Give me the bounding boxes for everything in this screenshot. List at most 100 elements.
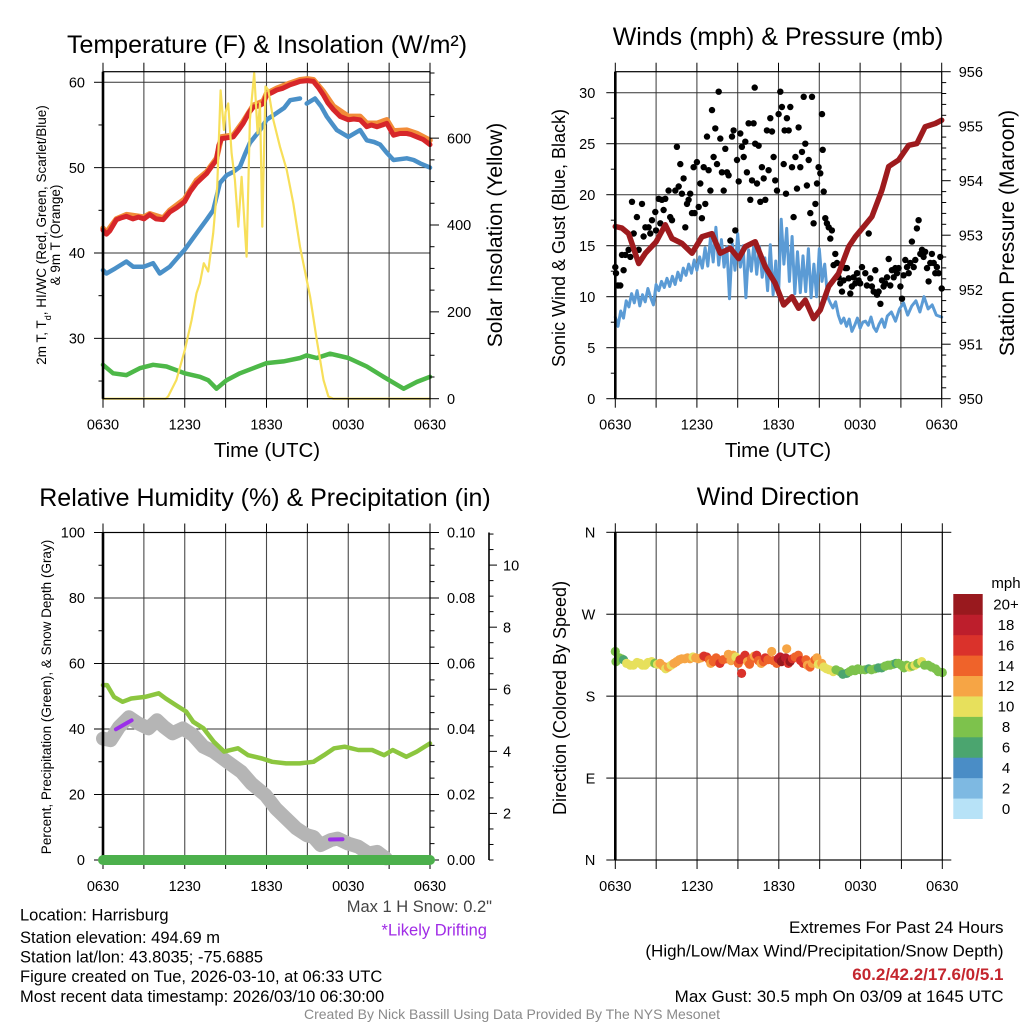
gust-point [662, 195, 669, 202]
right-tick-label: 200 [447, 305, 471, 321]
x-tick-label: 0630 [414, 879, 446, 895]
gust-point [770, 153, 777, 161]
x-tick-label: 0030 [332, 418, 364, 434]
extremes-fields: (High/Low/Max Wind/Precipitation/Snow De… [645, 942, 1003, 961]
relative-humidity-line [100, 682, 433, 766]
left-tick-label: 20 [69, 788, 85, 804]
gust-point [742, 138, 749, 145]
gust-point [913, 225, 921, 232]
left-tick-label: 5 [587, 341, 595, 357]
gust-point [753, 180, 761, 187]
gust-point [788, 164, 796, 171]
gust-point [697, 180, 704, 187]
x-tick-label: 0630 [926, 418, 958, 434]
gust-point [915, 217, 922, 224]
gust-point [840, 277, 847, 284]
gust-point [822, 215, 829, 222]
right-tick-label: 0.06 [447, 657, 475, 673]
gust-point [630, 230, 637, 237]
left-tick-label: 60 [69, 75, 85, 91]
gust-point [922, 248, 929, 255]
colorbar-bin [953, 777, 983, 799]
left-tick-label: N [585, 853, 595, 869]
gust-point [685, 196, 692, 203]
gust-point [708, 106, 716, 114]
gust-point [733, 156, 741, 164]
direction-y-axis-title: Direction (Colored By Speed) [550, 581, 570, 815]
gust-point [828, 227, 836, 234]
right-tick-label: 600 [447, 131, 471, 147]
colorbar-bin [953, 655, 983, 677]
gust-point [695, 203, 702, 211]
left-tick-label: W [582, 607, 596, 623]
gust-point [858, 263, 866, 271]
gust-point [810, 220, 817, 227]
right-tick-label: 0.02 [447, 788, 475, 804]
temperature-y-axis-title-part: 2m T, T [34, 320, 49, 365]
gust-point [633, 213, 641, 221]
gust-point [935, 270, 942, 277]
left-tick-label: 80 [69, 591, 85, 607]
dewpoint-line [100, 351, 433, 391]
gust-point [875, 288, 882, 295]
gust-point [702, 200, 709, 208]
right-tick-label: 952 [959, 283, 983, 299]
dewpoint-subscript: d [43, 315, 53, 320]
left-tick-label: 10 [579, 290, 595, 306]
humidity-plot-area: 0630 1230 1830 0030 06300204060801000.000.02… [61, 523, 519, 895]
gust-point [843, 264, 851, 272]
gust-point [705, 167, 712, 174]
left-tick-label: 50 [69, 161, 85, 177]
gust-point [792, 153, 799, 161]
wind-direction-point [767, 646, 777, 657]
gust-point [902, 256, 909, 264]
snow-tick-label: 6 [503, 682, 511, 698]
gust-point [751, 84, 758, 91]
gust-point [648, 217, 656, 224]
speed-colorbar: mph 0 2 4 6 8 10 12 14 16 18 20+ [953, 575, 1021, 819]
gust-point [720, 187, 727, 194]
gust-point [815, 164, 822, 171]
temperature-title: Temperature (F) & Insolation (W/m²) [67, 31, 467, 59]
gust-point [885, 255, 892, 263]
left-tick-label: 25 [579, 137, 595, 153]
gust-point [768, 128, 776, 135]
gust-point [925, 278, 932, 285]
data-marks [610, 644, 947, 679]
gust-point [868, 283, 876, 290]
x-tick-label: 1830 [762, 418, 794, 434]
gust-point [717, 135, 724, 142]
gust-point [682, 224, 689, 231]
colorbar-unit-label: mph [991, 575, 1020, 592]
gust-point [703, 133, 711, 140]
x-tick-label: 0030 [844, 418, 876, 434]
right-tick-label: 954 [959, 174, 983, 190]
gust-point [807, 209, 814, 217]
gust-point [905, 270, 912, 277]
left-tick-label: 0 [77, 853, 85, 869]
gust-point [757, 198, 764, 205]
gust-point [673, 143, 681, 150]
gust-point [750, 120, 757, 127]
x-tick-label: 1230 [681, 418, 713, 434]
left-tick-label: 30 [69, 332, 85, 348]
wind-direction-point [737, 668, 747, 679]
gust-point [862, 270, 869, 277]
snow-tick-label: 8 [503, 620, 511, 636]
gust-point [748, 177, 756, 184]
gust-point [795, 124, 802, 131]
snow-tick-label: 4 [503, 745, 511, 761]
gust-point [665, 187, 672, 194]
gust-point [803, 182, 811, 189]
gust-point [728, 133, 736, 140]
colorbar-label: 4 [1002, 760, 1010, 777]
gust-point [713, 160, 721, 168]
gust-point [730, 127, 737, 134]
gust-point [698, 215, 706, 222]
gust-point [785, 127, 792, 134]
gust-point [675, 183, 682, 190]
gust-point [833, 259, 841, 267]
gust-point [628, 198, 636, 205]
